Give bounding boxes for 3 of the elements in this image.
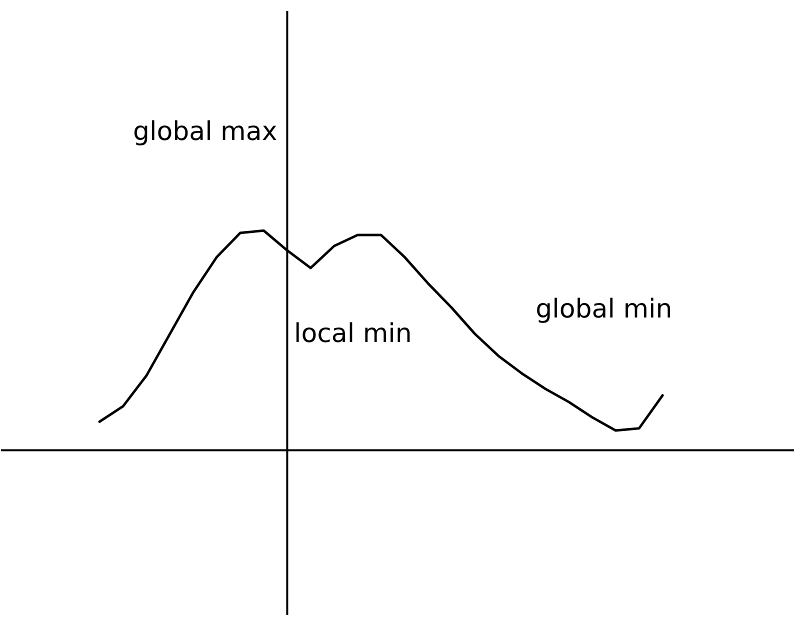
text: global max (132, 116, 278, 147)
annotation: local min (294, 318, 412, 349)
annotation: global min (536, 294, 672, 325)
